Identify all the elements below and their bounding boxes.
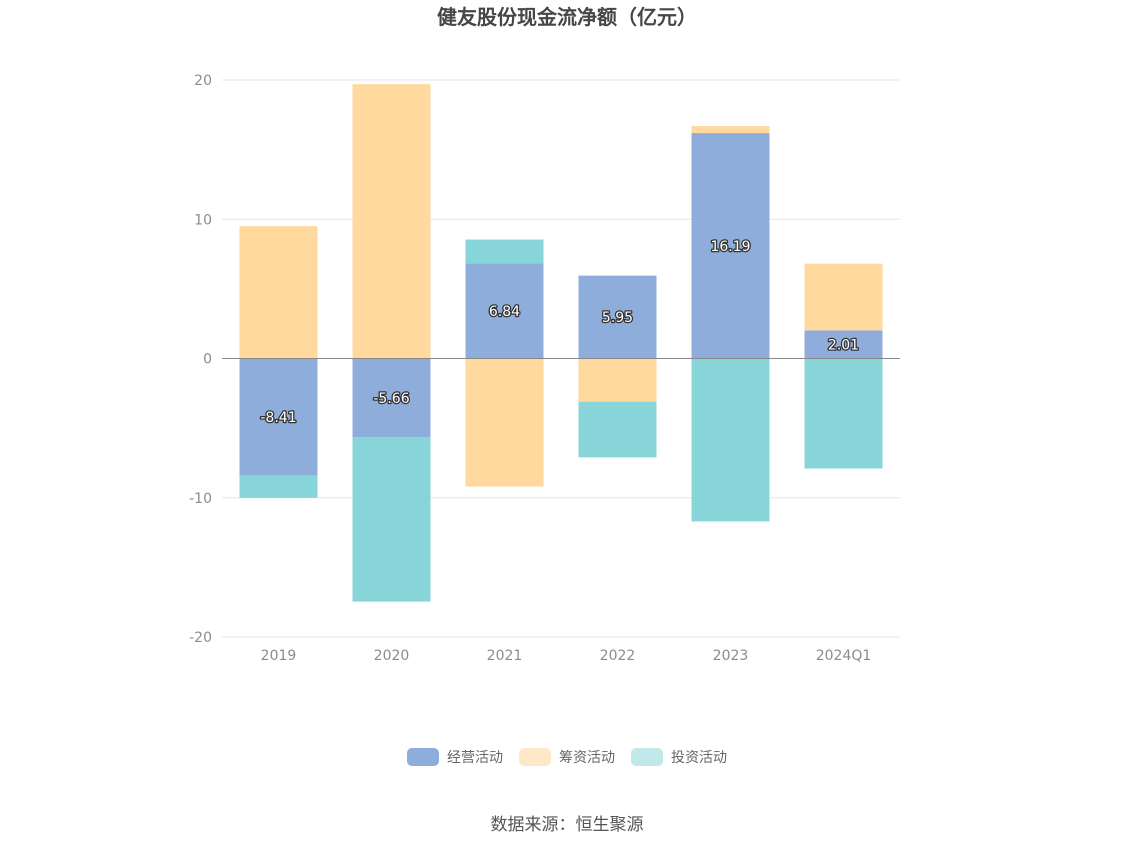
- data-label: 5.95: [602, 310, 633, 326]
- bar-筹资活动-2024Q1: [804, 263, 883, 331]
- x-tick-label: 2022: [600, 648, 636, 664]
- data-label: 2.01: [828, 338, 859, 354]
- data-label: -5.66: [373, 391, 409, 407]
- legend-swatch: [519, 748, 551, 766]
- y-axis-ticks: 20 10 0 -10 -20: [189, 73, 212, 646]
- legend: 经营活动 筹资活动 投资活动: [407, 748, 727, 766]
- bar-经营活动-2023: [691, 133, 770, 359]
- bar-投资活动-2021: [465, 239, 544, 264]
- x-tick-label: 2023: [713, 648, 749, 664]
- x-tick-label: 2020: [374, 648, 410, 664]
- bar-投资活动-2020: [352, 437, 431, 602]
- bar-经营活动-2020: [352, 358, 431, 438]
- y-tick-label: 0: [203, 352, 212, 368]
- y-tick-label: 10: [194, 212, 212, 228]
- data-label: 6.84: [489, 304, 520, 320]
- bar-筹资活动-2020: [352, 84, 431, 359]
- bars: [239, 84, 883, 602]
- legend-swatch: [407, 748, 439, 766]
- bar-经营活动-2019: [239, 358, 318, 476]
- bar-筹资活动-2019: [239, 226, 318, 359]
- bar-经营活动-2022: [578, 275, 657, 359]
- bar-投资活动-2024Q1: [804, 358, 883, 469]
- bar-筹资活动-2022: [578, 358, 657, 402]
- legend-item-投资活动[interactable]: 投资活动: [631, 748, 727, 766]
- data-source: 数据来源：恒生聚源: [491, 815, 644, 835]
- data-label: 16.19: [710, 239, 750, 255]
- legend-item-筹资活动[interactable]: 筹资活动: [519, 748, 615, 766]
- legend-item-经营活动[interactable]: 经营活动: [407, 748, 503, 766]
- y-tick-label: 20: [194, 73, 212, 89]
- legend-label: 经营活动: [447, 750, 503, 766]
- x-tick-label: 2024Q1: [816, 648, 872, 664]
- y-tick-label: -10: [189, 491, 212, 507]
- bar-投资活动-2023: [691, 358, 770, 522]
- data-label: -8.41: [260, 410, 296, 426]
- legend-swatch: [631, 748, 663, 766]
- bar-筹资活动-2023: [691, 126, 770, 134]
- x-axis-ticks: 2019 2020 2021 2022 2023 2024Q1: [261, 648, 872, 664]
- bar-筹资活动-2021: [465, 358, 544, 487]
- legend-label: 投资活动: [671, 750, 727, 766]
- grid-lines: [222, 79, 900, 638]
- chart-title: 健友股份现金流净额（亿元）: [437, 5, 697, 29]
- bar-经营活动-2021: [465, 263, 544, 359]
- bar-投资活动-2022: [578, 401, 657, 458]
- bar-投资活动-2019: [239, 475, 318, 498]
- y-tick-label: -20: [189, 630, 212, 646]
- x-tick-label: 2021: [487, 648, 523, 664]
- legend-label: 筹资活动: [559, 749, 615, 766]
- x-tick-label: 2019: [261, 648, 297, 664]
- bar-经营活动-2024Q1: [804, 330, 883, 359]
- data-labels: -8.41 -5.66 6.84 5.95 16.19 2.01: [259, 237, 860, 427]
